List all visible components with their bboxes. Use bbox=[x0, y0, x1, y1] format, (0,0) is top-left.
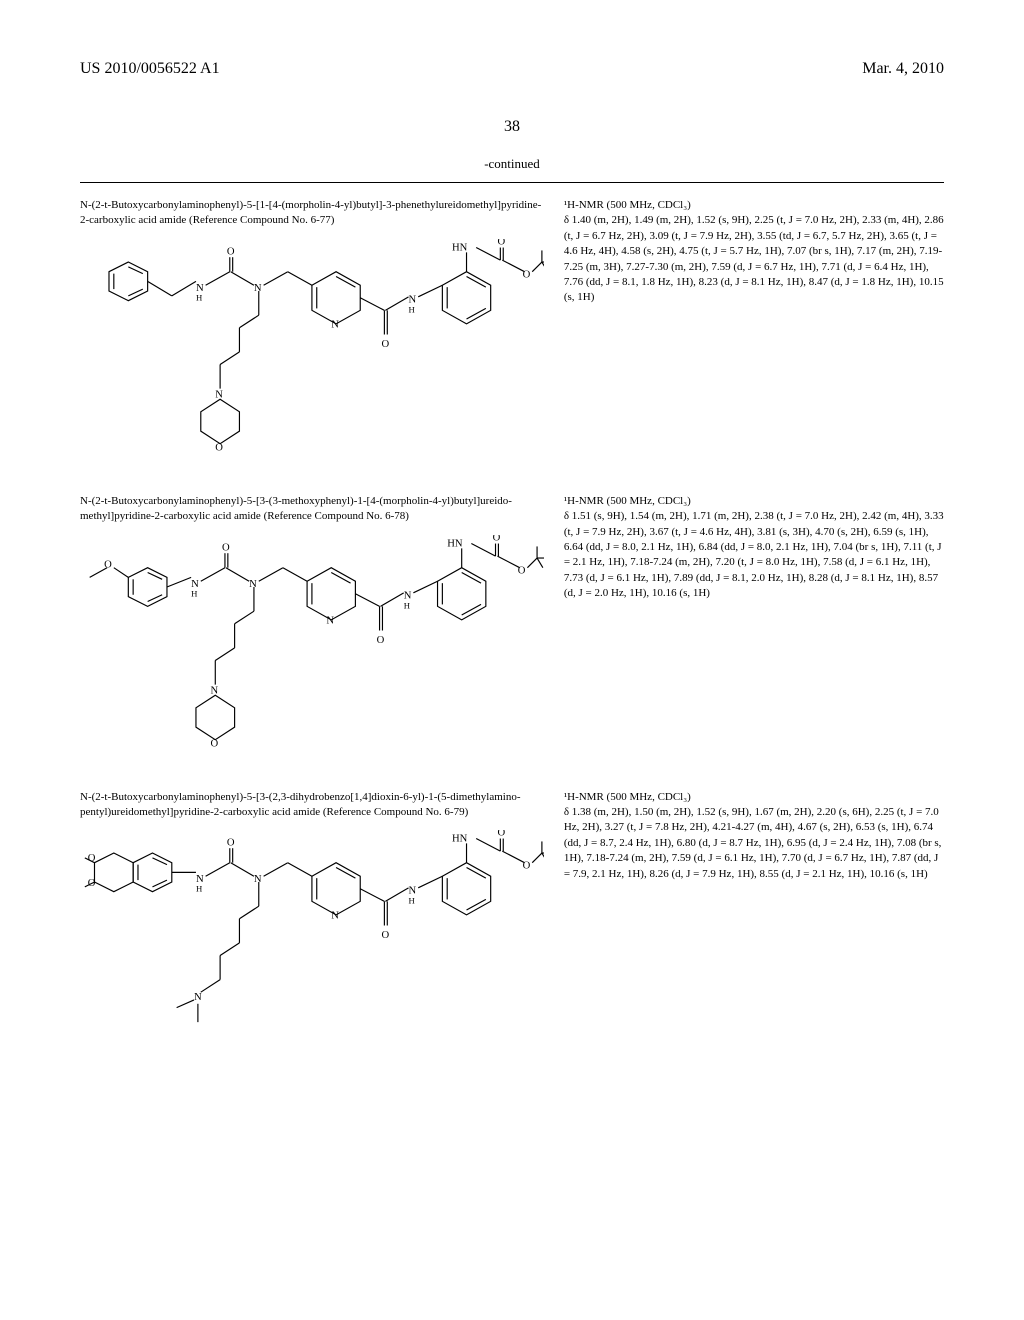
svg-text:H: H bbox=[196, 292, 203, 302]
svg-text:O: O bbox=[215, 442, 223, 453]
chemical-structure: O N H O N N bbox=[80, 535, 544, 755]
chemical-structure: N H O N N O bbox=[80, 239, 544, 459]
nmr-title: ¹H-NMR (500 MHz, CDCl₃) bbox=[564, 198, 944, 213]
svg-text:N: N bbox=[210, 685, 218, 696]
nmr-column: ¹H-NMR (500 MHz, CDCl₃) δ 1.40 (m, 2H), … bbox=[564, 198, 944, 464]
svg-text:N: N bbox=[254, 874, 262, 885]
nmr-data: δ 1.38 (m, 2H), 1.50 (m, 2H), 1.52 (s, 9… bbox=[564, 805, 944, 882]
svg-text:N: N bbox=[249, 579, 257, 590]
svg-text:HN: HN bbox=[452, 242, 468, 253]
svg-text:O: O bbox=[222, 542, 230, 553]
nmr-title: ¹H-NMR (500 MHz, CDCl₃) bbox=[564, 494, 944, 509]
left-column: N-(2-t-Butoxycarbonylaminophenyl)-5-[1-[… bbox=[80, 198, 564, 464]
svg-text:H: H bbox=[409, 304, 416, 314]
svg-text:O: O bbox=[104, 559, 112, 570]
compound-entry: N-(2-t-Butoxycarbonylaminophenyl)-5-[3-(… bbox=[80, 494, 944, 760]
svg-text:O: O bbox=[210, 738, 218, 749]
svg-text:N: N bbox=[326, 615, 334, 626]
publication-date: Mar. 4, 2010 bbox=[862, 60, 944, 78]
left-column: N-(2-t-Butoxycarbonylaminophenyl)-5-[3-(… bbox=[80, 790, 564, 1056]
svg-text:N: N bbox=[254, 283, 262, 294]
left-column: N-(2-t-Butoxycarbonylaminophenyl)-5-[3-(… bbox=[80, 494, 564, 760]
svg-text:O: O bbox=[523, 861, 531, 872]
nmr-column: ¹H-NMR (500 MHz, CDCl₃) δ 1.38 (m, 2H), … bbox=[564, 790, 944, 1056]
compound-name: N-(2-t-Butoxycarbonylaminophenyl)-5-[3-(… bbox=[80, 494, 544, 525]
nmr-column: ¹H-NMR (500 MHz, CDCl₃) δ 1.51 (s, 9H), … bbox=[564, 494, 944, 760]
svg-text:H: H bbox=[404, 600, 411, 610]
svg-text:O: O bbox=[497, 239, 505, 248]
compound-entry: N-(2-t-Butoxycarbonylaminophenyl)-5-[1-[… bbox=[80, 198, 944, 464]
continued-label: -continued bbox=[80, 156, 944, 172]
svg-text:O: O bbox=[523, 269, 531, 280]
svg-text:O: O bbox=[381, 930, 389, 941]
compound-name: N-(2-t-Butoxycarbonylaminophenyl)-5-[3-(… bbox=[80, 790, 544, 821]
svg-text:H: H bbox=[191, 588, 198, 598]
svg-text:N: N bbox=[215, 389, 223, 400]
svg-text:H: H bbox=[196, 884, 203, 894]
separator-line bbox=[80, 182, 944, 183]
svg-text:N: N bbox=[331, 911, 339, 922]
svg-text:HN: HN bbox=[452, 834, 468, 845]
svg-text:O: O bbox=[227, 246, 235, 257]
compound-name: N-(2-t-Butoxycarbonylaminophenyl)-5-[1-[… bbox=[80, 198, 544, 229]
chemical-structure: O O N H O N bbox=[80, 830, 544, 1050]
svg-text:HN: HN bbox=[447, 538, 463, 549]
svg-text:N: N bbox=[331, 320, 339, 331]
svg-text:O: O bbox=[381, 339, 389, 350]
svg-text:N: N bbox=[194, 992, 202, 1003]
svg-text:H: H bbox=[409, 896, 416, 906]
svg-text:O: O bbox=[497, 830, 505, 839]
page-number: 38 bbox=[80, 118, 944, 136]
svg-text:O: O bbox=[377, 635, 385, 646]
nmr-data: δ 1.40 (m, 2H), 1.49 (m, 2H), 1.52 (s, 9… bbox=[564, 213, 944, 305]
nmr-data: δ 1.51 (s, 9H), 1.54 (m, 2H), 1.71 (m, 2… bbox=[564, 509, 944, 601]
svg-text:O: O bbox=[493, 535, 501, 544]
nmr-title: ¹H-NMR (500 MHz, CDCl₃) bbox=[564, 790, 944, 805]
publication-number: US 2010/0056522 A1 bbox=[80, 60, 220, 78]
page-header: US 2010/0056522 A1 Mar. 4, 2010 bbox=[80, 60, 944, 78]
svg-text:O: O bbox=[518, 565, 526, 576]
compound-entry: N-(2-t-Butoxycarbonylaminophenyl)-5-[3-(… bbox=[80, 790, 944, 1056]
svg-text:O: O bbox=[227, 838, 235, 849]
